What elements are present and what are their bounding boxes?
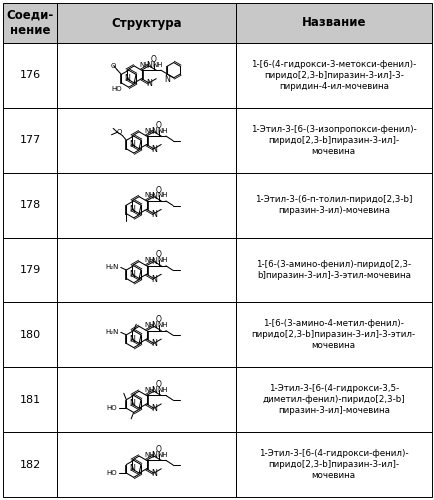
Bar (57, 3, 235, 43)
Text: 1-[6-(3-амино-фенил)-пиридо[2,3-
b]пиразин-3-ил]-3-этил-мочевина: 1-[6-(3-амино-фенил)-пиридо[2,3- b]пираз… (256, 260, 411, 280)
Text: NH: NH (157, 387, 168, 393)
Bar (235, 3, 431, 43)
Bar (3, 238, 57, 302)
Text: N: N (129, 334, 135, 344)
Bar (57, 302, 235, 368)
Text: 179: 179 (20, 265, 41, 275)
Text: Название: Название (301, 16, 365, 30)
Bar (3, 302, 57, 368)
Text: 1-Этил-3-(6-п-толил-пиридо[2,3-b]
пиразин-3-ил)-мочевина: 1-Этил-3-(6-п-толил-пиридо[2,3-b] пирази… (254, 195, 411, 215)
Text: NH: NH (157, 192, 168, 198)
Text: 181: 181 (20, 394, 41, 404)
Bar (3, 43, 57, 108)
Bar (3, 108, 57, 172)
Bar (57, 172, 235, 238)
Text: N: N (145, 61, 151, 70)
Text: NH: NH (157, 128, 168, 134)
Text: N: N (151, 340, 156, 348)
Text: N: N (151, 322, 156, 330)
Bar (235, 172, 431, 238)
Bar (235, 43, 431, 108)
Text: NH: NH (157, 257, 168, 263)
Bar (235, 432, 431, 497)
Text: Структура: Структура (111, 16, 181, 30)
Text: 177: 177 (20, 136, 41, 145)
Text: O: O (116, 128, 121, 134)
Text: 180: 180 (20, 330, 41, 340)
Text: O: O (156, 120, 161, 130)
Text: 178: 178 (20, 200, 41, 210)
Text: HO: HO (106, 405, 117, 411)
Bar (235, 108, 431, 172)
Bar (57, 432, 235, 497)
Text: NH: NH (157, 452, 168, 458)
Text: N: N (145, 79, 151, 88)
Text: O: O (156, 380, 161, 389)
Text: H₂N: H₂N (105, 330, 118, 336)
Text: N: N (151, 274, 156, 283)
Bar (235, 302, 431, 368)
Text: 182: 182 (20, 460, 41, 469)
Text: N: N (129, 464, 135, 473)
Text: HO: HO (106, 470, 117, 476)
Text: NH: NH (157, 322, 168, 328)
Text: O: O (156, 250, 161, 260)
Bar (235, 368, 431, 432)
Text: NH: NH (145, 387, 155, 393)
Text: 1-[6-(3-амино-4-метил-фенил)-
пиридо[2,3-b]пиразин-3-ил]-3-этил-
мочевина: 1-[6-(3-амино-4-метил-фенил)- пиридо[2,3… (251, 320, 415, 350)
Text: N: N (151, 192, 156, 200)
Text: O: O (110, 63, 116, 69)
Text: N: N (151, 145, 156, 154)
Text: H₂N: H₂N (105, 264, 118, 270)
Bar (57, 368, 235, 432)
Text: 176: 176 (20, 70, 41, 81)
Text: NH: NH (145, 192, 155, 198)
Text: N: N (129, 140, 135, 149)
Text: N: N (151, 451, 156, 460)
Text: N: N (151, 210, 156, 218)
Text: NH: NH (145, 322, 155, 328)
Text: N: N (151, 127, 156, 136)
Text: 1-Этил-3-[6-(4-гидрокси-фенил)-
пиридо[2,3-b]пиразин-3-ил]-
мочевина: 1-Этил-3-[6-(4-гидрокси-фенил)- пиридо[2… (258, 449, 408, 480)
Text: NH: NH (139, 62, 150, 68)
Text: O: O (156, 186, 161, 194)
Text: O: O (151, 55, 157, 64)
Text: NH: NH (145, 257, 155, 263)
Bar (3, 432, 57, 497)
Bar (3, 172, 57, 238)
Text: Соеди-
нение: Соеди- нение (7, 9, 54, 37)
Text: 1-[6-(4-гидрокси-3-метокси-фенил)-
пиридо[2,3-b]пиразин-3-ил]-3-
пиридин-4-ил-мо: 1-[6-(4-гидрокси-3-метокси-фенил)- пирид… (250, 60, 415, 91)
Bar (57, 43, 235, 108)
Bar (235, 238, 431, 302)
Text: O: O (156, 445, 161, 454)
Text: N: N (129, 205, 135, 214)
Text: N: N (151, 469, 156, 478)
Text: 1-Этил-3-[6-(4-гидрокси-3,5-
диметил-фенил)-пиридо[2,3-b]
пиразин-3-ил]-мочевина: 1-Этил-3-[6-(4-гидрокси-3,5- диметил-фен… (262, 384, 404, 416)
Bar (3, 3, 57, 43)
Text: N: N (151, 386, 156, 395)
Text: NH: NH (145, 128, 155, 134)
Text: O: O (156, 315, 161, 324)
Text: N: N (129, 400, 135, 408)
Text: NH: NH (145, 452, 155, 458)
Text: N: N (151, 256, 156, 266)
Text: HO: HO (111, 86, 122, 92)
Text: 1-Этил-3-[6-(3-изопропокси-фенил)-
пиридо[2,3-b]пиразин-3-ил]-
мочевина: 1-Этил-3-[6-(3-изопропокси-фенил)- пирид… (250, 124, 416, 156)
Bar (57, 108, 235, 172)
Text: N: N (129, 270, 135, 279)
Text: N: N (151, 404, 156, 413)
Text: N: N (124, 74, 130, 83)
Bar (3, 368, 57, 432)
Bar (57, 238, 235, 302)
Text: NH: NH (152, 62, 162, 68)
Text: N: N (164, 75, 170, 84)
